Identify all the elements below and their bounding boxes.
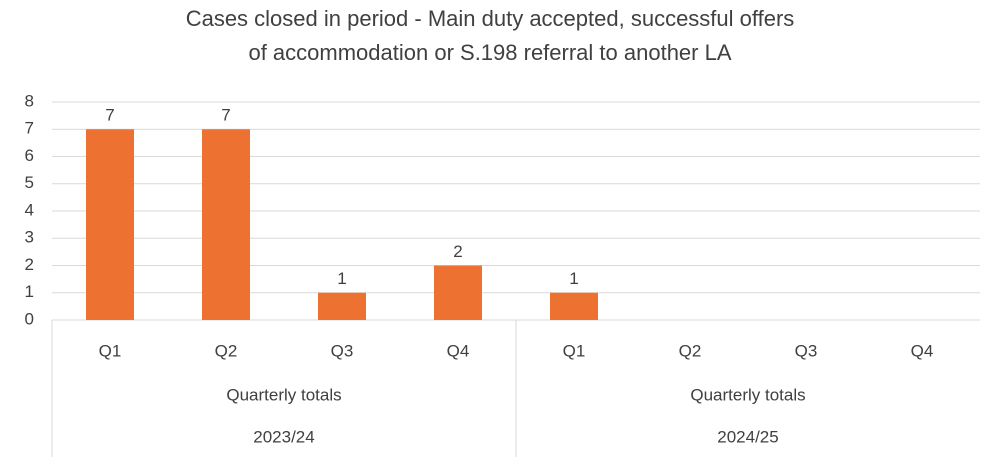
chart-title: Cases closed in period - Main duty accep… (186, 6, 795, 31)
x-tick-label: Q2 (215, 341, 238, 360)
bar (86, 129, 134, 320)
data-label: 2 (453, 242, 462, 261)
group-label: Quarterly totals (690, 385, 805, 404)
chart-title: of accommodation or S.198 referral to an… (248, 40, 731, 65)
x-tick-label: Q3 (795, 341, 818, 360)
y-tick-label: 4 (25, 200, 34, 219)
data-label: 7 (105, 106, 114, 125)
data-label: 1 (337, 269, 346, 288)
x-tick-label: Q4 (447, 341, 470, 360)
data-label: 1 (569, 269, 578, 288)
x-tick-label: Q4 (911, 341, 934, 360)
y-tick-label: 6 (25, 146, 34, 165)
x-tick-label: Q1 (99, 341, 122, 360)
bar (434, 265, 482, 320)
bar (318, 292, 366, 320)
bar (202, 129, 250, 320)
x-tick-label: Q3 (331, 341, 354, 360)
y-tick-label: 5 (25, 173, 34, 192)
y-tick-label: 3 (25, 228, 34, 247)
x-tick-label: Q2 (679, 341, 702, 360)
y-tick-label: 2 (25, 255, 34, 274)
group-label: 2024/25 (717, 427, 778, 446)
y-tick-label: 8 (25, 91, 34, 110)
group-label: 2023/24 (253, 427, 314, 446)
y-tick-label: 0 (25, 309, 34, 328)
bar (550, 292, 598, 320)
group-label: Quarterly totals (226, 385, 341, 404)
y-tick-label: 1 (25, 282, 34, 301)
x-tick-label: Q1 (563, 341, 586, 360)
data-label: 7 (221, 106, 230, 125)
y-tick-label: 7 (25, 119, 34, 138)
